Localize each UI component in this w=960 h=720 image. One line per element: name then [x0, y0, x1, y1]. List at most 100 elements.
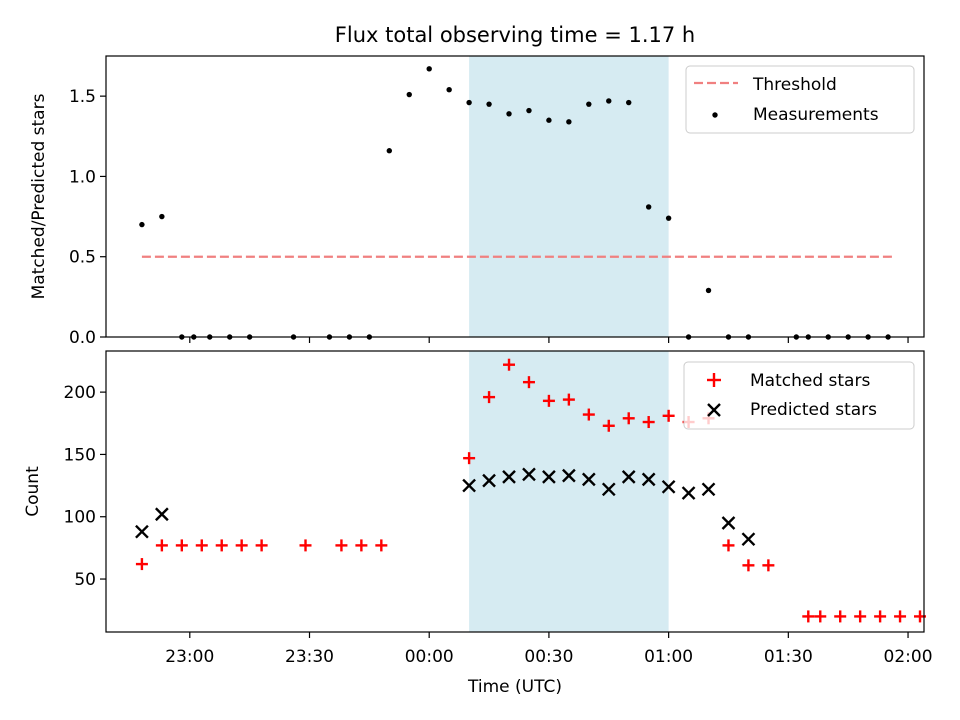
measurement-point [139, 221, 145, 228]
bottom-legend-box [683, 361, 915, 430]
measurement-point [546, 117, 552, 123]
matched-star-point [562, 393, 575, 406]
matched-star-point [894, 610, 907, 623]
measurement-point [446, 87, 452, 93]
matched-star-point [582, 408, 595, 421]
y-tick-label: 50 [74, 570, 96, 590]
x-tick-label: 00:00 [405, 647, 454, 667]
chart-title: Flux total observing time = 1.17 h [335, 23, 695, 47]
matched-star-point [742, 559, 755, 572]
measurement-point [665, 215, 672, 221]
bottom-y-axis-ticks: 50 100 150 200 [64, 383, 106, 590]
matched-star-point [602, 419, 615, 432]
predicted-star-point [155, 507, 169, 522]
matched-star-point [542, 394, 555, 407]
measurement-point [486, 101, 492, 107]
predicted-star-point [701, 482, 716, 497]
x-tick-label: 01:00 [644, 647, 693, 667]
matched-star-point [622, 412, 635, 425]
top-axes-frame [105, 55, 925, 338]
measurement-point [426, 66, 432, 72]
predicted-star-point [741, 532, 756, 547]
matched-star-point [135, 558, 148, 571]
predicted-star-point [621, 470, 636, 484]
matched-star-point [215, 539, 228, 552]
matched-star-point [255, 539, 268, 552]
predicted-star-point [502, 470, 516, 484]
predicted-star-point [562, 468, 576, 483]
legend-measurements-swatch [712, 112, 718, 118]
matched-star-point [722, 539, 735, 552]
matched-star-point [235, 539, 248, 552]
top-shaded-interval [469, 56, 669, 337]
predicted-star-point [581, 472, 596, 487]
measurement-point [586, 101, 592, 107]
bottom-y-axis-label: Count [23, 466, 43, 517]
y-tick-label: 1.0 [69, 167, 96, 187]
legend-predicted-label: Predicted stars [750, 400, 877, 420]
top-y-axis-ticks: 0.0 0.5 1.0 1.5 [69, 87, 106, 348]
top-y-axis-label: Matched/Predicted stars [29, 93, 49, 299]
bottom-x-axis-ticks: 23:00 23:30 00:00 00:30 01:00 01:30 02:00 [165, 632, 933, 667]
legend-matched-swatch [707, 373, 721, 387]
bottom-axes-frame [105, 350, 925, 633]
y-tick-label: 0.5 [69, 248, 96, 268]
predicted-star-point [135, 524, 149, 539]
measurement-point [406, 91, 412, 98]
predicted-star-point [721, 516, 736, 530]
measurement-point [159, 213, 165, 220]
matched-star-point [335, 539, 348, 552]
bottom-panel: 50 100 150 200 23:00 23:30 00:00 00:30 01:00 01:… [23, 350, 933, 697]
matched-star-point [155, 539, 168, 552]
top-legend-box [685, 65, 915, 134]
matched-star-point [503, 358, 516, 371]
x-tick-label: 23:00 [165, 647, 214, 667]
measurement-point [626, 99, 632, 106]
x-tick-label: 00:30 [524, 647, 573, 667]
matched-star-point [874, 610, 887, 623]
predicted-star-point [482, 473, 496, 488]
legend-predicted-swatch [707, 403, 721, 417]
measurement-point [386, 148, 393, 154]
y-tick-label: 150 [64, 445, 96, 465]
matched-star-point [299, 539, 312, 552]
matched-star-point [662, 409, 675, 422]
x-tick-label: 01:30 [764, 647, 813, 667]
legend-matched-label: Matched stars [750, 371, 870, 391]
top-panel: 0.0 0.5 1.0 1.5 Matched/Predicted stars Thr… [29, 55, 925, 348]
matched-star-point [814, 610, 827, 623]
predicted-star-point [462, 478, 476, 493]
matched-star-point [802, 610, 815, 623]
x-tick-label: 23:30 [285, 647, 334, 667]
matched-star-point [375, 539, 388, 552]
x-axis-label: Time (UTC) [467, 677, 562, 697]
y-tick-label: 0.0 [69, 328, 96, 348]
measurement-point [645, 204, 652, 210]
top-x-axis-ticks [189, 337, 909, 343]
measurement-point [606, 98, 612, 104]
predicted-star-point [542, 470, 556, 484]
predicted-star-point [661, 479, 676, 494]
matched-star-point [834, 610, 847, 623]
measurement-point [526, 107, 532, 114]
matched-star-point [642, 416, 655, 429]
bottom-shaded-interval [469, 351, 669, 632]
y-tick-label: 1.5 [69, 87, 96, 107]
top-legend: Threshold Measurements [685, 65, 915, 134]
x-tick-label: 02:00 [884, 647, 933, 667]
matched-star-point [355, 539, 368, 552]
legend-measurements-label: Measurements [753, 105, 879, 125]
y-tick-label: 200 [64, 383, 96, 403]
y-tick-label: 100 [64, 508, 96, 528]
predicted-star-point [601, 482, 616, 497]
matched-star-point [463, 452, 476, 465]
measurement-point [566, 119, 572, 125]
predicted-star-point [681, 486, 696, 500]
bottom-legend: Matched stars Predicted stars [683, 361, 915, 430]
predicted-star-point [641, 472, 656, 487]
matched-star-point [854, 610, 867, 623]
matched-star-point [175, 539, 188, 552]
matched-star-point [762, 559, 775, 572]
measurement-point [705, 287, 712, 294]
